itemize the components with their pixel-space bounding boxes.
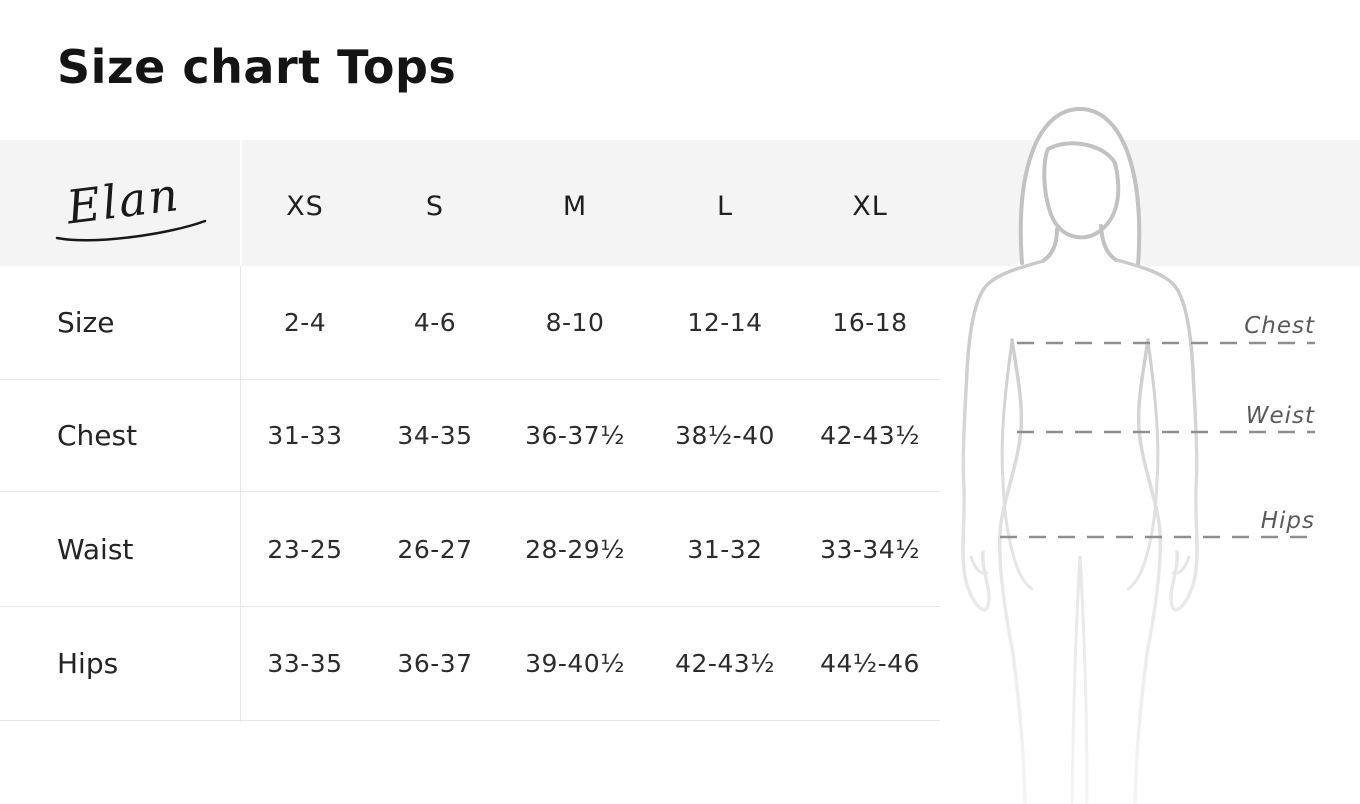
arm-left [961, 259, 1045, 612]
torso-leg-right [1133, 338, 1163, 804]
face-outline [1042, 141, 1121, 240]
figure-label-hips: Hips [1261, 508, 1315, 534]
hand-right-thumb [1171, 555, 1191, 575]
waist-m: 28-29½ [500, 492, 650, 607]
waist-xs: 23-25 [240, 492, 370, 607]
waist-s: 26-27 [370, 492, 500, 607]
chest-xl: 42-43½ [800, 380, 940, 492]
hair-outline [1018, 107, 1142, 267]
row-label-hips: Hips [0, 607, 240, 721]
brand-logo-text: Elan [63, 167, 183, 235]
size-l: 12-14 [650, 266, 800, 380]
torso-leg-left [997, 338, 1027, 804]
column-header-xs: XS [286, 190, 324, 222]
size-xl: 16-18 [800, 266, 940, 380]
chest-m: 36-37½ [500, 380, 650, 492]
waist-xl: 33-34½ [800, 492, 940, 607]
chest-xs: 31-33 [240, 380, 370, 492]
arm-right [1115, 258, 1199, 612]
inner-leg-right [1078, 555, 1089, 804]
female-figure-diagram: Chest Weist Hips [961, 107, 1315, 804]
size-s: 4-6 [370, 266, 500, 380]
hips-s: 36-37 [370, 607, 500, 721]
size-xs: 2-4 [240, 266, 370, 380]
hips-l: 42-43½ [650, 607, 800, 721]
row-label-size: Size [0, 266, 240, 380]
figure-outline [961, 107, 1199, 804]
row-label-waist: Waist [0, 492, 240, 607]
column-header-m: M [562, 190, 588, 222]
vertical-divider-body [240, 266, 241, 722]
inner-leg-left [1070, 555, 1082, 804]
brand-logo-cell: Elan [0, 140, 240, 266]
waist-l: 31-32 [650, 492, 800, 607]
chest-s: 34-35 [370, 380, 500, 492]
vertical-divider-header [240, 140, 242, 266]
brand-logo: Elan [55, 167, 207, 242]
brand-logo-underline [55, 219, 207, 242]
chest-l: 38½-40 [650, 380, 800, 492]
figure-label-waist: Weist [1246, 403, 1315, 429]
column-header-l: L [716, 190, 734, 222]
size-m: 8-10 [500, 266, 650, 380]
row-label-chest: Chest [0, 380, 240, 492]
page-title: Size chart Tops [57, 40, 457, 94]
hips-xl: 44½-46 [800, 607, 940, 721]
figure-illustration: Chest Weist Hips [935, 105, 1335, 804]
neck-right [1099, 224, 1118, 262]
shoulders-fill [973, 255, 1187, 365]
neck-left [1041, 227, 1059, 263]
figure-label-chest: Chest [1244, 313, 1315, 339]
size-table: Elan XS S M L XL Size 2-4 4-6 8-10 12-14… [0, 140, 940, 721]
hand-left-thumb [969, 555, 989, 575]
column-header-xl: XL [852, 190, 888, 222]
hips-xs: 33-35 [240, 607, 370, 721]
hips-m: 39-40½ [500, 607, 650, 721]
measurement-lines [1000, 341, 1315, 539]
column-header-s: S [425, 190, 445, 222]
